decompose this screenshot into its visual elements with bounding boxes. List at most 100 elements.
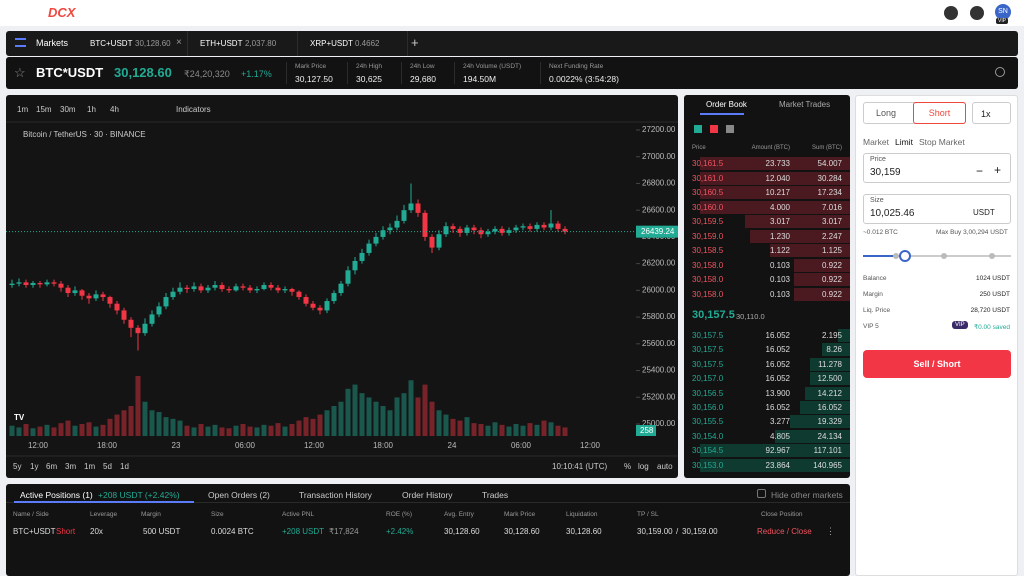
order-types: Market Limit Stop Market [863,137,971,147]
view-icon[interactable] [694,125,702,133]
range[interactable]: 6m [46,462,57,471]
long-button[interactable]: Long [876,108,897,118]
depth-bar [810,372,850,386]
star[interactable]: ☆ [14,65,26,80]
depth-bar [745,215,850,228]
view-icon[interactable] [726,125,734,133]
interval[interactable]: 15m [36,105,52,114]
icon[interactable] [970,6,984,20]
candle-body [184,287,190,290]
candle-body [422,212,428,237]
range[interactable]: 5d [103,462,112,471]
position-tab[interactable]: Trades [482,490,509,500]
ticker-bar [6,57,1018,89]
x-tick-label: 06:00 [511,441,532,450]
avatar[interactable]: SN [995,4,1011,20]
volume-bar [436,410,442,436]
slider-track[interactable] [863,255,1011,257]
tab-bar [6,31,1018,56]
range[interactable]: 1m [84,462,95,471]
size-input[interactable] [863,194,1011,224]
volume-bar [100,424,106,436]
volume-bar [303,417,309,436]
ob-amount: 23.864 [765,460,790,470]
tab-price[interactable]: 2,037.80 [245,39,277,48]
tab-name[interactable]: BTC+USDT [90,39,133,48]
position-tab[interactable]: Order History [402,490,453,500]
slider-handle[interactable] [899,250,911,262]
column-header: Close Position [761,511,803,518]
tab-name[interactable]: ETH+USDT [200,39,243,48]
x-tick-label: 24 [448,441,457,450]
short-button[interactable]: Short [913,102,966,124]
minus-button[interactable]: − [976,164,984,178]
hide-markets[interactable]: Hide other markets [771,490,843,500]
logo[interactable]: DCX [48,5,76,20]
volume-bar [9,425,15,436]
candle-body [478,230,484,235]
add-tab[interactable]: + [411,35,419,50]
submit-button[interactable]: Sell / Short [863,350,1011,378]
order-type[interactable]: Market [863,137,889,147]
close[interactable]: Reduce / Close [757,527,812,536]
position-tab[interactable]: Open Orders (2) [208,490,270,500]
leverage-select[interactable]: 1x [972,102,1011,124]
interval[interactable]: 1h [87,105,96,114]
stat-divider [454,62,455,84]
tab-name[interactable]: XRP+USDT [310,39,353,48]
stat-value: 30,625 [356,74,382,84]
markets-label[interactable]: Markets [36,38,69,48]
candle-body [527,226,533,229]
range[interactable]: 5y [13,462,21,471]
interval[interactable]: 30m [60,105,76,114]
depth-bar [700,157,850,170]
ob-tab[interactable]: Market Trades [779,100,831,109]
info-icon[interactable] [995,67,1005,77]
order-type[interactable]: Limit [894,137,913,147]
volume-bar [184,425,190,436]
size-unit[interactable]: USDT [973,208,995,217]
plus-button[interactable]: + [994,163,1002,177]
checkbox[interactable] [757,489,766,498]
candle-body [352,260,358,271]
view-icon[interactable] [710,125,718,133]
position-tab[interactable]: Transaction History [299,490,372,500]
interval[interactable]: 1m [17,105,28,114]
price-input[interactable] [863,153,1011,183]
tab-price[interactable]: 30,128.60 [135,39,171,48]
range[interactable]: 3m [65,462,76,471]
scale-option[interactable]: % [624,462,631,471]
position-tab[interactable]: Active Positions (1) [20,490,93,500]
candle-body [331,293,337,302]
tab-price[interactable]: 0.4662 [355,39,380,48]
volume-bar [121,410,127,436]
tab-close[interactable]: × [176,37,182,48]
positions-panel [6,484,850,576]
scale-option[interactable]: log [638,462,649,471]
candle-body [156,306,162,315]
volume-bar [422,384,428,436]
ob-price: 30,158.0 [692,289,724,299]
ob-price: 30,161.0 [692,173,724,183]
indicators[interactable]: Indicators [176,105,211,114]
interval[interactable]: 4h [110,105,119,114]
volume-bar [170,418,176,436]
candle-body [282,289,288,291]
volume-bar [289,424,295,436]
ob-tab[interactable]: Order Book [706,100,747,109]
menu-icon[interactable] [15,38,26,47]
range[interactable]: 1d [120,462,129,471]
volume-bar [338,401,344,436]
ob-sum: 8.26 [826,345,842,355]
volume-bar [79,424,85,436]
depth-bar [805,386,850,400]
column-header: Avg. Entry [444,511,474,518]
order-type[interactable]: Stop Market [918,137,965,147]
more[interactable]: ⋮ [826,526,835,536]
ob-amount: 92.967 [765,446,790,456]
ob-price: 30,155.5 [692,417,724,427]
ob-price: 30,158.0 [692,275,724,284]
scale-option[interactable]: auto [657,462,673,471]
icon[interactable] [944,6,958,20]
range[interactable]: 1y [30,462,38,471]
